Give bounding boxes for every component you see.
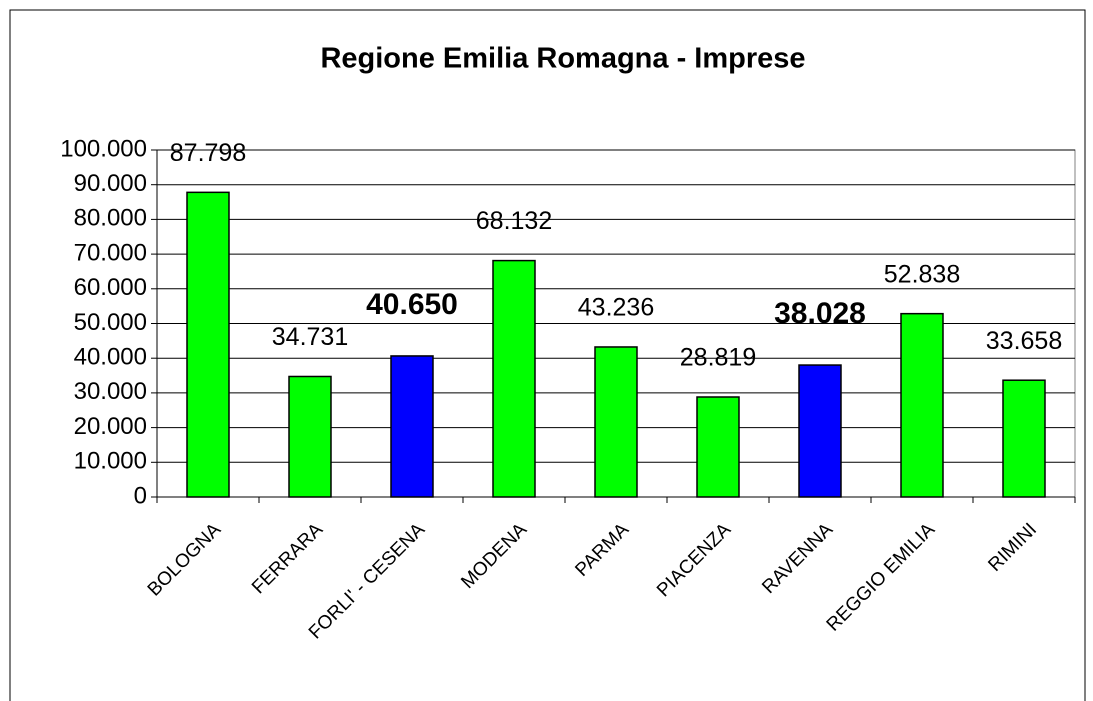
bar xyxy=(492,259,536,498)
bar xyxy=(186,191,230,498)
data-label: 43.236 xyxy=(578,294,654,322)
data-label: 28.819 xyxy=(680,344,756,372)
bar xyxy=(594,346,638,498)
bar xyxy=(696,396,740,498)
y-tick-label: 50.000 xyxy=(74,309,147,336)
bar xyxy=(798,364,842,498)
data-label: 40.650 xyxy=(366,288,458,321)
data-label: 87.798 xyxy=(170,139,246,167)
y-tick-label: 40.000 xyxy=(74,344,147,371)
bar xyxy=(1002,379,1046,498)
chart-title: Regione Emilia Romagna - Imprese xyxy=(320,43,805,75)
y-tick-label: 60.000 xyxy=(74,274,147,301)
data-label: 38.028 xyxy=(774,297,866,330)
y-tick-label: 30.000 xyxy=(74,378,147,405)
data-label: 68.132 xyxy=(476,207,552,235)
bar xyxy=(900,312,944,498)
chart-border xyxy=(9,9,1086,701)
data-label: 33.658 xyxy=(986,327,1062,355)
y-tick-label: 90.000 xyxy=(74,170,147,197)
y-tick-label: 0 xyxy=(134,482,147,509)
data-label: 52.838 xyxy=(884,260,960,288)
bar xyxy=(288,375,332,498)
y-tick-label: 20.000 xyxy=(74,413,147,440)
y-tick-label: 10.000 xyxy=(74,448,147,475)
data-label: 34.731 xyxy=(272,323,348,351)
bar xyxy=(390,355,434,498)
y-tick-label: 80.000 xyxy=(74,205,147,232)
y-tick-label: 100.000 xyxy=(60,135,147,162)
y-tick-label: 70.000 xyxy=(74,239,147,266)
